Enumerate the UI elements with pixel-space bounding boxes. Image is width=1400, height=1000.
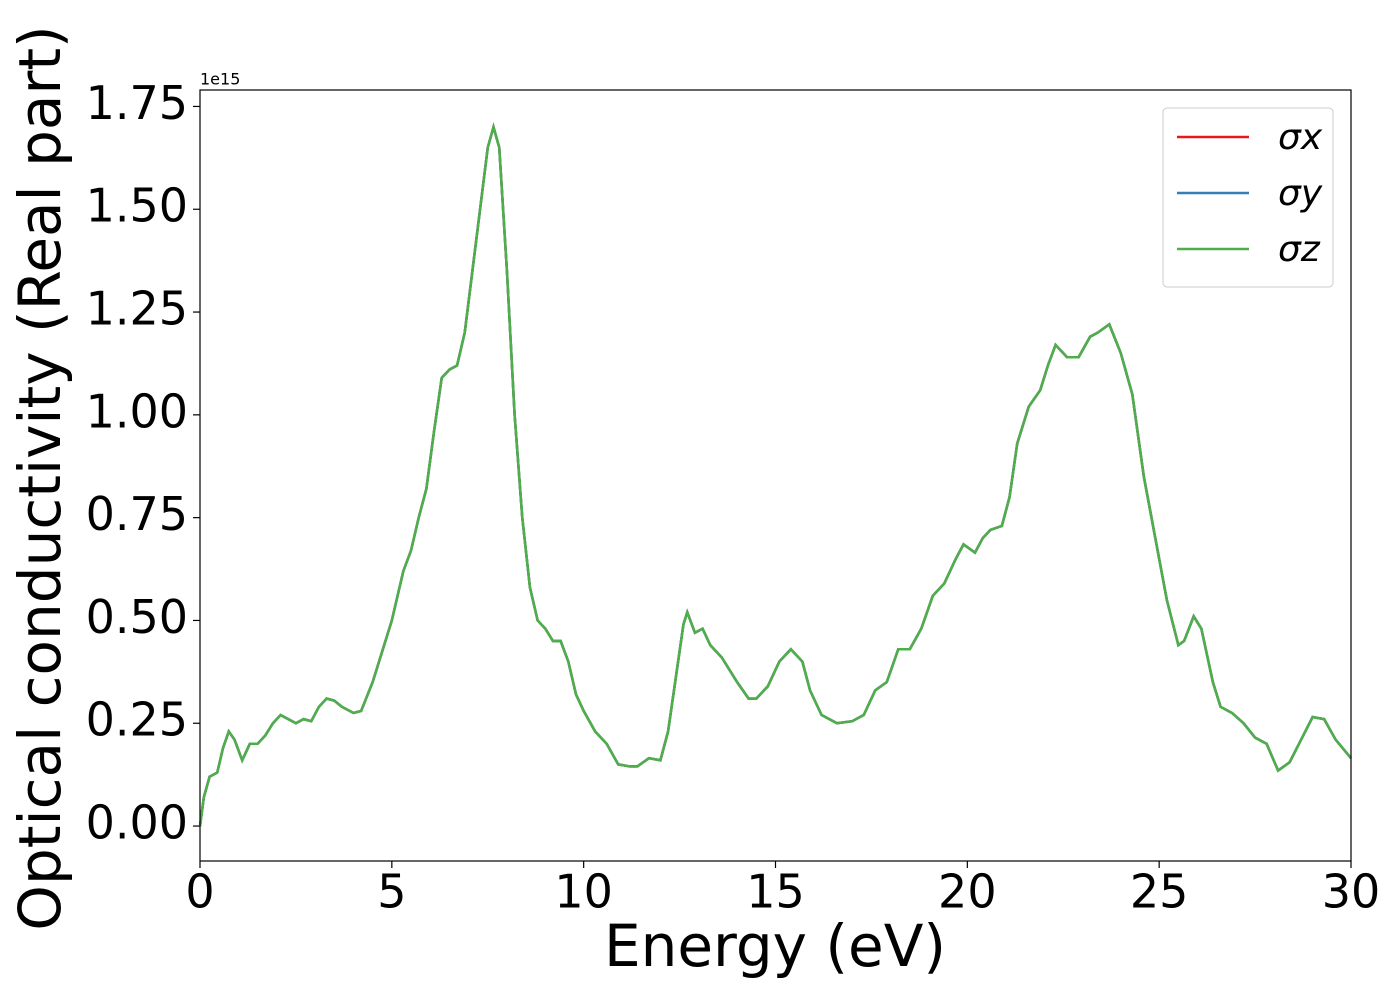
legend-box xyxy=(1162,107,1334,288)
line-series xyxy=(198,122,1352,827)
y-axis-label: Optical conductivity (Real part) xyxy=(6,25,74,930)
x-tick-label: 0 xyxy=(185,865,214,919)
y-tick-label: 1.00 xyxy=(86,384,188,438)
x-tick-label: 30 xyxy=(1322,865,1381,919)
x-tick-label: 15 xyxy=(746,865,805,919)
y-tick-label: 0.25 xyxy=(86,693,188,747)
y-tick-label: 0.75 xyxy=(86,487,188,541)
x-tick-label: 25 xyxy=(1130,865,1189,919)
x-tick-label: 10 xyxy=(554,865,613,919)
legend-label: σz xyxy=(1278,229,1321,270)
y-tick-label: 1.50 xyxy=(86,179,188,233)
y-scale-label: 1e15 xyxy=(200,70,240,89)
x-tick-label: 20 xyxy=(938,865,997,919)
y-tick-label: 1.25 xyxy=(86,282,188,336)
plot-frame xyxy=(199,89,1352,862)
y-tick-label: 1.75 xyxy=(86,76,188,130)
x-tick-label: 5 xyxy=(377,865,406,919)
legend-label: σx xyxy=(1278,117,1323,158)
legend-label: σy xyxy=(1278,173,1323,214)
y-tick-label: 0.50 xyxy=(86,590,188,644)
y-tick-label: 0.00 xyxy=(86,796,188,850)
x-axis-label: Energy (eV) xyxy=(604,912,946,980)
